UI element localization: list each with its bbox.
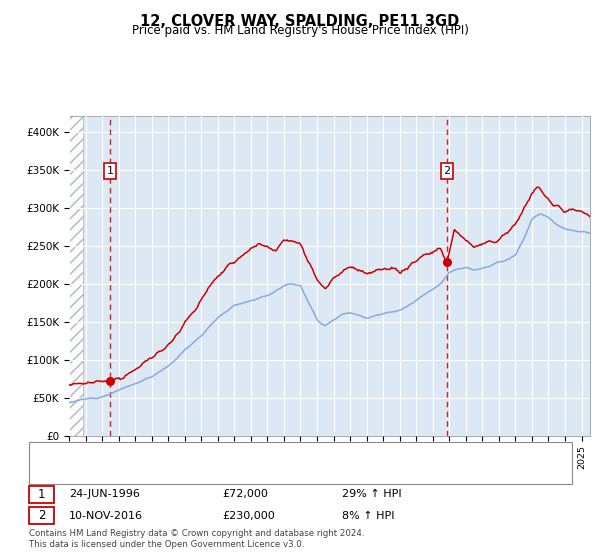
- Text: £230,000: £230,000: [222, 511, 275, 521]
- Text: Contains HM Land Registry data © Crown copyright and database right 2024.
This d: Contains HM Land Registry data © Crown c…: [29, 529, 364, 549]
- Text: 12, CLOVER WAY, SPALDING, PE11 3GD (detached house): 12, CLOVER WAY, SPALDING, PE11 3GD (deta…: [74, 449, 373, 459]
- Text: 1: 1: [38, 488, 45, 501]
- Text: £72,000: £72,000: [222, 489, 268, 500]
- Text: 2: 2: [443, 166, 451, 176]
- Text: 10-NOV-2016: 10-NOV-2016: [69, 511, 143, 521]
- Text: 2: 2: [38, 509, 45, 522]
- Text: HPI: Average price, detached house, South Holland: HPI: Average price, detached house, Sout…: [74, 468, 340, 478]
- Text: 29% ↑ HPI: 29% ↑ HPI: [342, 489, 401, 500]
- Text: 8% ↑ HPI: 8% ↑ HPI: [342, 511, 395, 521]
- Text: 24-JUN-1996: 24-JUN-1996: [69, 489, 140, 500]
- Text: 12, CLOVER WAY, SPALDING, PE11 3GD: 12, CLOVER WAY, SPALDING, PE11 3GD: [140, 14, 460, 29]
- Text: Price paid vs. HM Land Registry's House Price Index (HPI): Price paid vs. HM Land Registry's House …: [131, 24, 469, 37]
- Text: 1: 1: [107, 166, 113, 176]
